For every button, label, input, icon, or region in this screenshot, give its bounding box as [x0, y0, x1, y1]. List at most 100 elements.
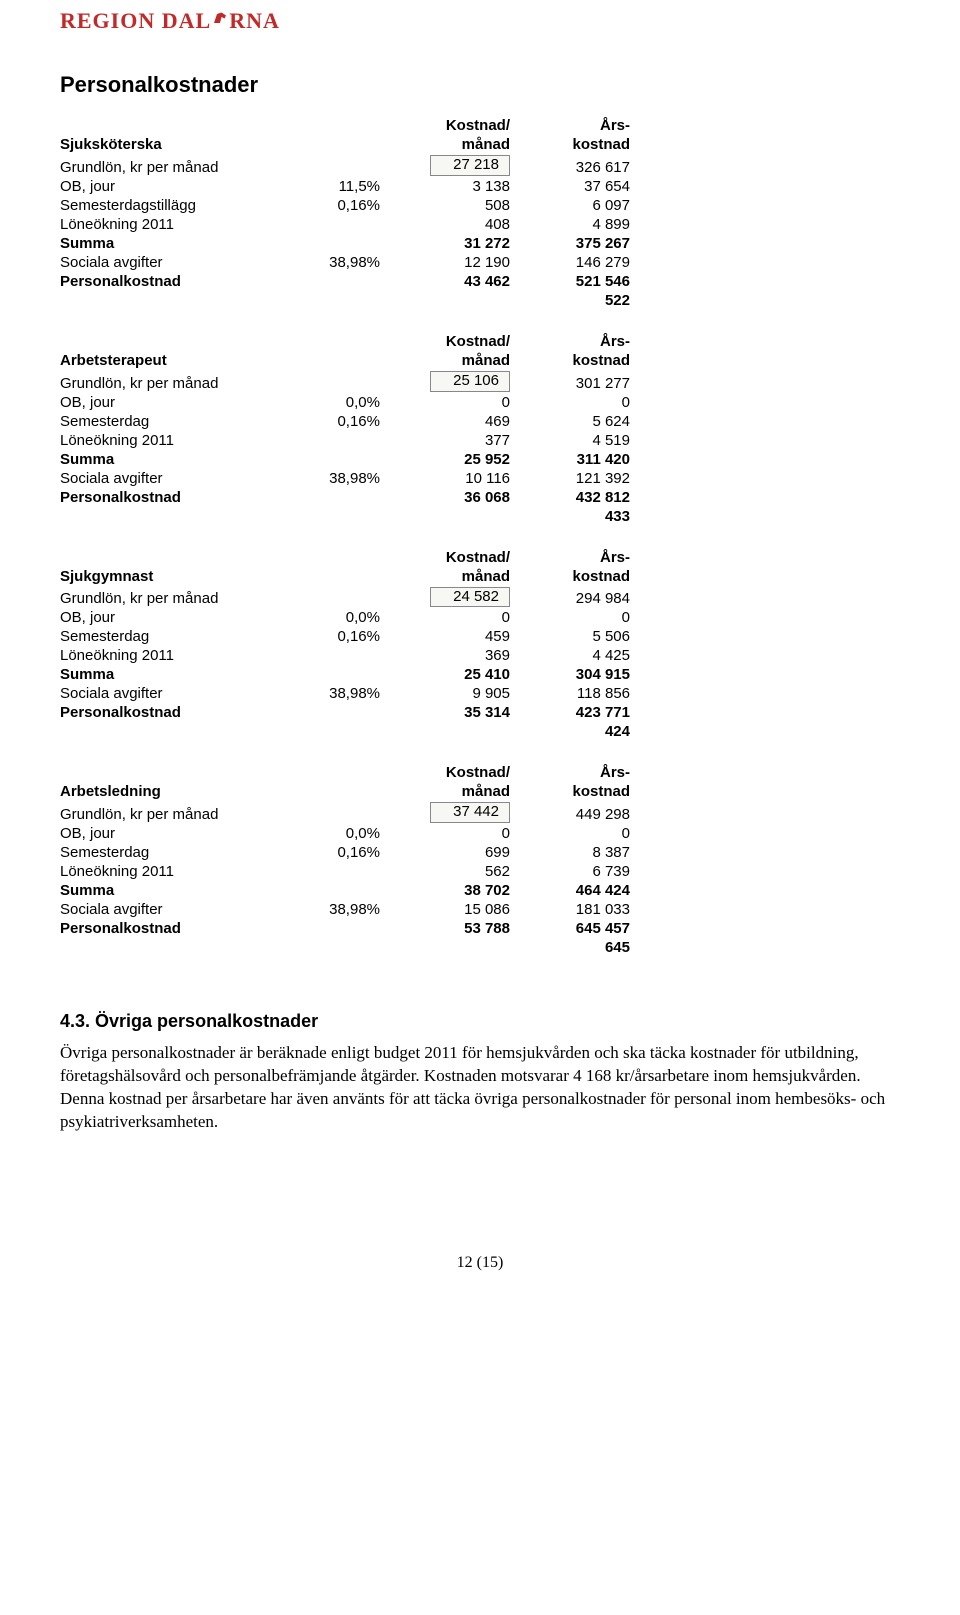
row-ars: 433 [510, 507, 630, 526]
header-ars-bot: kostnad [510, 135, 630, 154]
boxed-value: 27 218 [430, 155, 510, 176]
row-kost: 38 702 [400, 881, 510, 900]
row-ars: 0 [510, 393, 630, 412]
table-row: Löneökning 20114084 899 [60, 215, 630, 234]
table-row: Sociala avgifter38,98%15 086181 033 [60, 900, 630, 919]
table-row: Grundlön, kr per månad 24 582294 984 [60, 586, 630, 609]
table-row: 522 [60, 291, 630, 310]
row-ars: 522 [510, 291, 630, 310]
row-ars: 181 033 [510, 900, 630, 919]
row-pct [310, 450, 400, 469]
row-ars: 4 425 [510, 646, 630, 665]
table-row: Grundlön, kr per månad37 442449 298 [60, 801, 630, 824]
row-label: Semesterdag [60, 627, 310, 646]
row-pct: 0,0% [310, 608, 400, 627]
row-label: Sociala avgifter [60, 900, 310, 919]
row-ars: 4 519 [510, 431, 630, 450]
row-pct [310, 234, 400, 253]
row-label [60, 722, 310, 741]
row-pct [310, 215, 400, 234]
header-ars-top: Års- [510, 332, 630, 351]
row-pct: 0,0% [310, 824, 400, 843]
row-ars: 449 298 [510, 801, 630, 824]
row-pct [310, 665, 400, 684]
horse-icon [211, 6, 229, 32]
row-pct [310, 801, 400, 824]
table-row: OB, jour0,0%00 [60, 393, 630, 412]
row-ars: 432 812 [510, 488, 630, 507]
table-row: Summa31 272375 267 [60, 234, 630, 253]
cost-table: Kostnad/Års-ArbetsterapeutmånadkostnadGr… [60, 332, 630, 526]
row-kost: 469 [400, 412, 510, 431]
table-row: 433 [60, 507, 630, 526]
row-pct: 38,98% [310, 253, 400, 272]
logo: REGION DALRNA [60, 0, 900, 62]
row-ars: 0 [510, 608, 630, 627]
row-kost: 37 442 [400, 801, 510, 824]
row-pct: 0,16% [310, 843, 400, 862]
cost-tables: Kostnad/Års-SjuksköterskamånadkostnadGru… [60, 116, 900, 957]
row-pct: 11,5% [310, 177, 400, 196]
table-row: Löneökning 20115626 739 [60, 862, 630, 881]
header-ars-bot: kostnad [510, 567, 630, 586]
table-row: Personalkostnad43 462521 546 [60, 272, 630, 291]
header-kostnad-bot: månad [400, 567, 510, 586]
table-row: Summa38 702464 424 [60, 881, 630, 900]
row-pct: 38,98% [310, 469, 400, 488]
cost-table: Kostnad/Års-ArbetsledningmånadkostnadGru… [60, 763, 630, 957]
table-row: OB, jour0,0%00 [60, 608, 630, 627]
row-kost: 25 106 [400, 370, 510, 393]
table-row: Semesterdagstillägg0,16%5086 097 [60, 196, 630, 215]
row-pct [310, 938, 400, 957]
row-ars: 5 624 [510, 412, 630, 431]
table-row: Sociala avgifter38,98%12 190146 279 [60, 253, 630, 272]
header-kostnad-top: Kostnad/ [400, 548, 510, 567]
row-kost: 15 086 [400, 900, 510, 919]
row-kost: 369 [400, 646, 510, 665]
row-kost: 459 [400, 627, 510, 646]
row-kost: 35 314 [400, 703, 510, 722]
row-pct [310, 646, 400, 665]
row-kost: 36 068 [400, 488, 510, 507]
row-label: Löneökning 2011 [60, 862, 310, 881]
row-kost: 24 582 [400, 586, 510, 609]
row-kost: 12 190 [400, 253, 510, 272]
row-kost: 10 116 [400, 469, 510, 488]
table-row: Sociala avgifter38,98%10 116121 392 [60, 469, 630, 488]
row-label: Personalkostnad [60, 703, 310, 722]
header-kostnad-top: Kostnad/ [400, 763, 510, 782]
row-kost [400, 291, 510, 310]
table-row: 645 [60, 938, 630, 957]
row-ars: 294 984 [510, 586, 630, 609]
table-row: Sociala avgifter38,98%9 905118 856 [60, 684, 630, 703]
row-pct: 0,16% [310, 627, 400, 646]
header-ars-bot: kostnad [510, 782, 630, 801]
row-ars: 423 771 [510, 703, 630, 722]
row-label: Personalkostnad [60, 919, 310, 938]
row-pct [310, 272, 400, 291]
row-pct [310, 154, 400, 177]
role-label: Sjuksköterska [60, 135, 310, 154]
header-kostnad-bot: månad [400, 782, 510, 801]
row-ars: 424 [510, 722, 630, 741]
row-kost: 25 410 [400, 665, 510, 684]
row-kost: 53 788 [400, 919, 510, 938]
row-label: Löneökning 2011 [60, 215, 310, 234]
row-label: Löneökning 2011 [60, 431, 310, 450]
row-pct [310, 862, 400, 881]
row-label: Grundlön, kr per månad [60, 586, 310, 609]
row-kost: 31 272 [400, 234, 510, 253]
row-ars: 6 097 [510, 196, 630, 215]
table-row: Personalkostnad53 788645 457 [60, 919, 630, 938]
row-kost: 562 [400, 862, 510, 881]
row-kost: 25 952 [400, 450, 510, 469]
header-kostnad-top: Kostnad/ [400, 116, 510, 135]
row-ars: 5 506 [510, 627, 630, 646]
row-label: Semesterdagstillägg [60, 196, 310, 215]
header-kostnad-top: Kostnad/ [400, 332, 510, 351]
logo-text-pre: REGION DAL [60, 8, 211, 33]
row-ars: 4 899 [510, 215, 630, 234]
row-label [60, 938, 310, 957]
table-row: Personalkostnad36 068432 812 [60, 488, 630, 507]
table-row: Summa25 410304 915 [60, 665, 630, 684]
